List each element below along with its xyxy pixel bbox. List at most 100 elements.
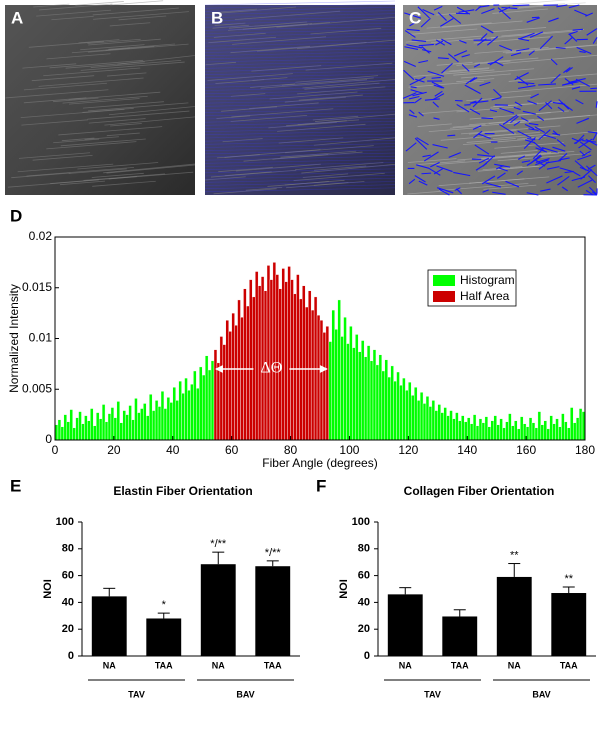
fiber-trace: [538, 83, 557, 86]
fiber-streak: [501, 28, 585, 37]
fiber-streak: [39, 3, 113, 11]
fiber-streak: [92, 7, 179, 16]
fiber-trace: [517, 130, 532, 139]
overlay-line: [204, 159, 396, 164]
fiber-trace: [526, 155, 542, 166]
fiber-trace: [427, 70, 445, 77]
fiber-trace: [497, 7, 511, 20]
fiber-trace: [518, 84, 536, 89]
histogram-bar: [520, 416, 524, 441]
fiber-trace: [433, 168, 444, 175]
fiber-trace: [527, 100, 538, 105]
chart-title: Collagen Fiber Orientation: [404, 484, 555, 498]
histogram-bar: [384, 359, 388, 441]
fiber-trace: [568, 78, 586, 84]
panel-label: D: [10, 206, 22, 225]
overlay-line: [204, 7, 396, 12]
histogram-bar: [119, 422, 123, 441]
overlay-line: [204, 32, 396, 37]
histogram-bar: [363, 356, 368, 441]
fiber-trace: [532, 147, 544, 160]
histogram-bar: [361, 340, 365, 441]
fiber-trace: [478, 157, 490, 164]
fiber-trace: [453, 171, 471, 177]
fiber-streak: [234, 10, 341, 21]
fiber-streak: [61, 137, 95, 142]
fiber-streak: [92, 180, 156, 187]
fiber-trace: [586, 165, 598, 177]
fiber-streak: [268, 121, 337, 129]
y-tick-label: 0.02: [29, 229, 53, 243]
y-tick-label: 0: [364, 650, 370, 662]
histogram-bar: [225, 320, 229, 441]
annotation: ΔΘ: [260, 360, 282, 377]
fiber-streak: [460, 125, 561, 135]
fiber-streak: [295, 75, 379, 83]
fiber-trace: [473, 63, 481, 68]
fiber-trace: [514, 72, 529, 81]
overlay-line: [204, 165, 396, 170]
fiber-trace: [408, 95, 420, 100]
x-tick-label: 40: [166, 443, 180, 457]
fiber-trace: [420, 17, 431, 28]
histogram-bar: [255, 271, 259, 441]
fiber-streak: [31, 75, 95, 82]
fiber-trace: [465, 77, 476, 85]
histogram-bar: [393, 380, 397, 441]
fiber-trace: [528, 122, 539, 126]
fiber-streak: [83, 173, 166, 181]
histogram-bar: [578, 408, 583, 441]
histogram-bar: [325, 326, 330, 441]
fiber-trace: [564, 36, 574, 45]
bar: [387, 594, 423, 656]
histogram-bar: [93, 425, 97, 441]
histogram-bar: [472, 414, 477, 441]
histogram-bar: [493, 415, 497, 441]
fiber-trace: [480, 33, 488, 40]
significance-label: */**: [210, 538, 227, 550]
fiber-streak: [293, 172, 385, 181]
fiber-trace: [552, 130, 559, 136]
overlay-line: [204, 57, 396, 63]
fiber-trace: [481, 117, 493, 120]
legend: Histogram Half Area: [427, 269, 517, 307]
histogram-bar: [287, 266, 291, 441]
group-label: TAV: [424, 689, 441, 699]
x-tick-label: 80: [284, 443, 298, 457]
fiber-streak: [452, 124, 486, 128]
histogram-bar: [490, 420, 494, 441]
fiber-streak: [109, 0, 164, 6]
fiber-streak: [213, 188, 277, 195]
x-tick-label: NA: [508, 660, 521, 670]
fiber-trace: [578, 138, 593, 149]
fiber-streak: [88, 118, 146, 124]
histogram-bar: [331, 309, 335, 441]
fiber-streak: [208, 36, 277, 44]
histogram-bar: [502, 427, 506, 441]
fiber-streak: [17, 163, 114, 173]
overlay-line: [204, 41, 396, 47]
bar: [551, 593, 587, 656]
fiber-trace: [585, 189, 594, 196]
fiber-trace: [577, 179, 593, 188]
histogram-bar: [190, 383, 194, 441]
fiber-trace: [469, 100, 477, 104]
histogram-bar: [272, 262, 277, 441]
fiber-streak: [87, 38, 141, 44]
fiber-trace: [548, 17, 559, 23]
fiber-trace: [461, 64, 470, 72]
y-axis-label: Normalized Intensity: [7, 284, 21, 393]
fiber-trace: [405, 142, 417, 152]
fiber-streak: [88, 38, 161, 46]
fiber-trace: [546, 166, 560, 170]
fiber-trace: [464, 84, 481, 95]
overlay-line: [204, 3, 396, 9]
fiber-trace: [537, 115, 545, 122]
fiber-trace: [473, 130, 483, 139]
fiber-streak: [68, 91, 161, 100]
histogram-bar: [390, 365, 394, 441]
overlay-line: [204, 86, 396, 91]
fiber-trace: [533, 141, 546, 152]
fiber-trace: [412, 91, 427, 97]
